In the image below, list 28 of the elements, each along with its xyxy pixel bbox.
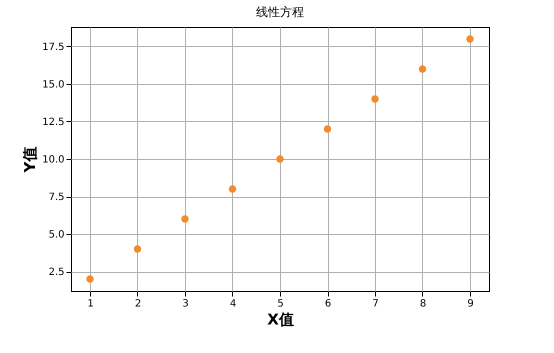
x-tick-label: 9 bbox=[467, 298, 474, 310]
x-tick-label: 2 bbox=[134, 298, 142, 310]
y-tick-label: 10.0 bbox=[42, 154, 64, 166]
chart-title: 线性方程 bbox=[256, 5, 304, 19]
x-tick-label: 1 bbox=[87, 298, 94, 310]
x-tick-label: 6 bbox=[324, 298, 332, 310]
x-tick-label: 8 bbox=[420, 298, 426, 310]
x-axis-title: X值 bbox=[267, 310, 294, 328]
y-tick-label: 7.5 bbox=[48, 192, 64, 203]
x-tick-label: 4 bbox=[230, 298, 236, 310]
y-tick-label: 12.5 bbox=[42, 117, 64, 128]
point bbox=[134, 245, 142, 253]
y-tick-label: 5.0 bbox=[48, 230, 64, 240]
point bbox=[181, 215, 189, 223]
x-tick-label: 5 bbox=[277, 298, 284, 310]
point bbox=[418, 65, 426, 73]
point bbox=[228, 185, 236, 193]
point bbox=[371, 95, 379, 103]
y-tick-label: 15.0 bbox=[42, 80, 64, 90]
point bbox=[324, 125, 332, 133]
y-tick-label: 2.5 bbox=[48, 267, 64, 278]
y-tick-label: 17.5 bbox=[42, 42, 64, 53]
y-axis-title: Y值 bbox=[21, 146, 40, 174]
x-tick-label: 7 bbox=[372, 298, 379, 310]
point bbox=[86, 275, 94, 283]
point bbox=[466, 35, 474, 43]
point bbox=[276, 155, 284, 163]
x-tick-label: 3 bbox=[182, 298, 189, 310]
